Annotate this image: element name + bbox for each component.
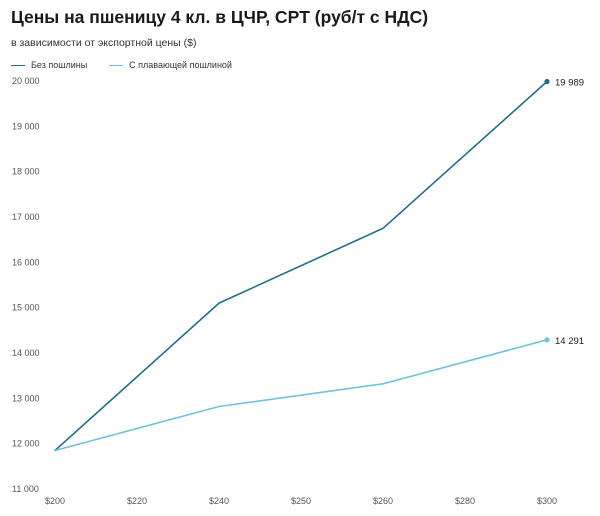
series-layer: 19 989 14 291: [54, 77, 584, 452]
y-tick-label: 14 000: [12, 348, 40, 358]
x-tick-label: $240: [209, 496, 229, 506]
series-end-label-2: 14 291: [555, 336, 584, 347]
x-tick-label: $300: [537, 496, 557, 506]
series-end-point-2: [544, 337, 550, 343]
legend-swatch-series-1: [11, 64, 25, 66]
chart-subtitle: в зависимости от экспортной цены ($): [11, 37, 197, 49]
legend-item-series-2: С плавающей пошлиной: [109, 60, 232, 70]
x-axis: $200 $220 $240 $250 $260 $280 $300: [45, 496, 557, 506]
x-tick-label: $220: [127, 496, 147, 506]
y-tick-label: 19 000: [12, 121, 40, 131]
series-line-2: [54, 339, 548, 452]
legend-swatch-series-2: [109, 64, 124, 66]
y-axis: 11 000 12 000 13 000 14 000 15 000 16 000 17 0…: [12, 76, 40, 494]
y-tick-label: 12 000: [12, 439, 40, 449]
x-tick-label: $200: [45, 496, 65, 506]
x-tick-label: $250: [291, 496, 311, 506]
y-tick-label: 20 000: [12, 76, 40, 86]
y-tick-label: 11 000: [12, 484, 39, 494]
legend-item-series-1: Без пошлины: [11, 60, 87, 70]
legend-label-series-2: С плавающей пошлиной: [129, 60, 232, 70]
chart-title: Цены на пшеницу 4 кл. в ЦЧР, CPT (руб/т …: [11, 7, 429, 27]
series-end-label-1: 19 989: [555, 77, 584, 88]
x-tick-label: $260: [373, 496, 393, 506]
legend-label-series-1: Без пошлины: [31, 60, 88, 70]
chart-legend: Без пошлины С плавающей пошлиной: [11, 60, 254, 70]
y-tick-label: 15 000: [12, 303, 40, 313]
y-tick-label: 18 000: [12, 167, 40, 177]
series-line-1: [54, 80, 548, 452]
x-tick-label: $280: [455, 496, 475, 506]
y-tick-label: 13 000: [12, 393, 40, 403]
y-tick-label: 17 000: [12, 212, 40, 222]
y-tick-label: 16 000: [12, 257, 40, 267]
series-end-point-1: [544, 78, 550, 85]
